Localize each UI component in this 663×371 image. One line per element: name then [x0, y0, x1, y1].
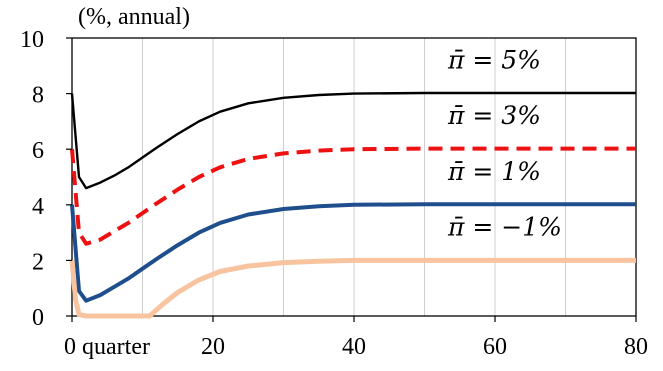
y-tick-label: 8	[32, 83, 44, 109]
y-tick-label: 4	[32, 194, 44, 220]
x-tick-label: 60	[483, 334, 507, 360]
series-label-4: π̄ = −1%	[447, 212, 562, 241]
y-tick-label: 10	[20, 27, 44, 53]
x-tick-label: 40	[342, 334, 366, 360]
series-lines	[69, 91, 636, 319]
unit-label: (%, annual)	[78, 4, 190, 30]
gridlines	[142, 38, 566, 316]
x-tick-label: 0 quarter	[64, 334, 150, 360]
x-tick-label: 80	[624, 334, 648, 360]
series-line-3	[70, 202, 636, 303]
y-tick-label: 0	[32, 305, 44, 331]
x-tick-label: 20	[201, 334, 225, 360]
axis-ticks: 0 2 4 6 8 10 0 quarter 20 40 60 80	[20, 27, 648, 360]
series-line-1	[70, 91, 636, 190]
y-tick-label: 2	[32, 249, 44, 275]
series-labels: π̄ = 5% π̄ = 3% π̄ = 1% π̄ = −1%	[447, 46, 562, 242]
series-line-2	[70, 146, 636, 246]
series-line-4	[69, 257, 636, 319]
series-label-3: π̄ = 1%	[447, 157, 541, 186]
series-label-1: π̄ = 5%	[447, 46, 541, 75]
series-label-2: π̄ = 3%	[447, 101, 541, 130]
y-tick-label: 6	[32, 138, 44, 164]
